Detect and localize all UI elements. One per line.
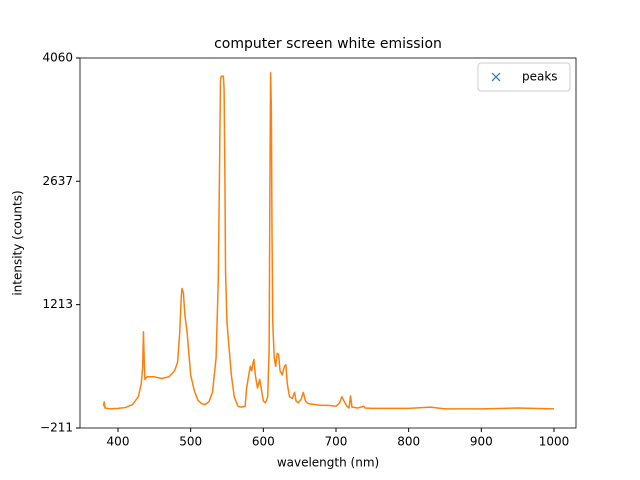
x-tick-label: 1000 — [539, 435, 570, 449]
y-tick-label: 1213 — [42, 297, 73, 311]
x-tick-label: 800 — [397, 435, 420, 449]
x-tick-label: 500 — [179, 435, 202, 449]
x-tick-label: 700 — [325, 435, 348, 449]
x-axis-label: wavelength (nm) — [277, 456, 379, 470]
y-tick-label: −211 — [40, 421, 73, 435]
spectrum-line — [102, 71, 554, 410]
legend-marker — [491, 72, 501, 82]
y-tick-label: 4060 — [42, 51, 73, 65]
legend-label: peaks — [522, 70, 558, 84]
chart-title: computer screen white emission — [214, 36, 442, 52]
y-axis-label: intensity (counts) — [11, 190, 25, 295]
x-tick-label: 900 — [470, 435, 493, 449]
plot-frame — [79, 57, 577, 429]
legend-box — [477, 62, 571, 92]
y-tick-label: 2637 — [42, 174, 73, 188]
x-tick-label: 400 — [107, 435, 130, 449]
x-tick-label: 600 — [252, 435, 275, 449]
